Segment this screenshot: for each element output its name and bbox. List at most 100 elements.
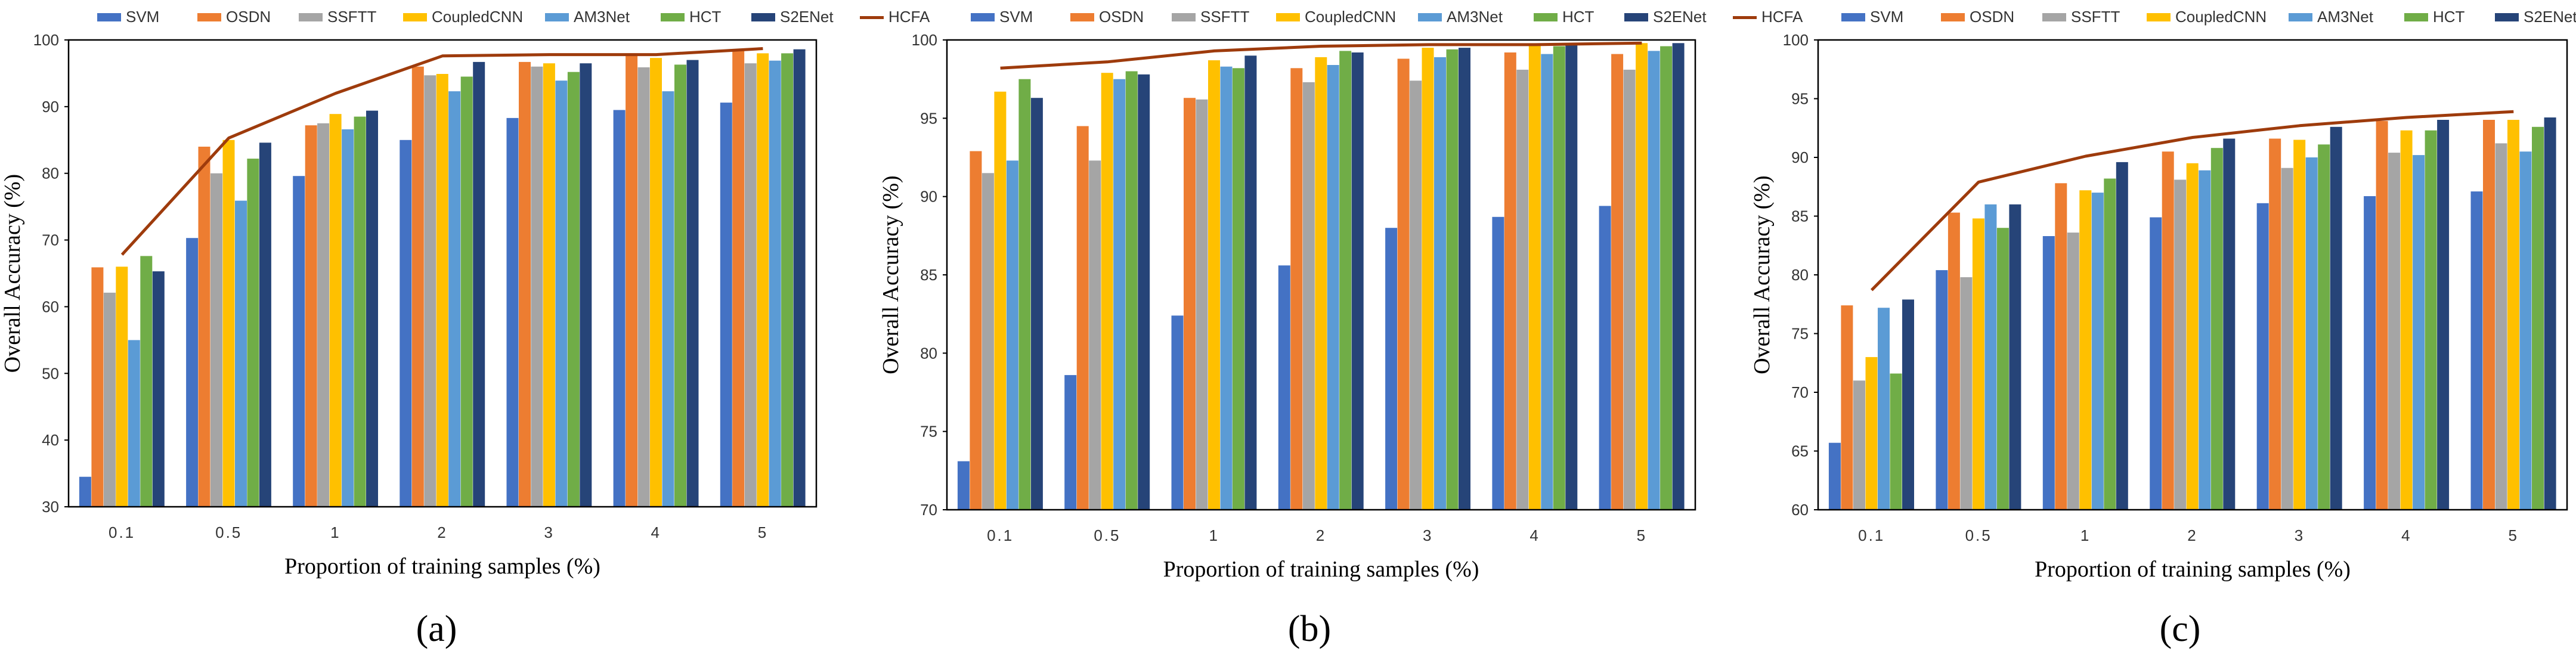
bar-hct-0_5 xyxy=(1996,228,2009,510)
bar-am3net-4 xyxy=(662,91,674,507)
bar-s2enet-2 xyxy=(473,61,485,507)
bar-osdn-4 xyxy=(2376,120,2388,510)
bar-osdn-2 xyxy=(411,66,424,507)
bar-s2enet-2 xyxy=(2223,138,2236,510)
legend-swatch-s2enet xyxy=(1624,13,1648,21)
bar-coupledcnn-5 xyxy=(1636,43,1648,510)
legend-label-hct: HCT xyxy=(689,8,722,26)
legend-swatch-ssftt xyxy=(2042,13,2066,21)
bar-hct-5 xyxy=(2532,126,2544,510)
bar-am3net-1 xyxy=(2091,193,2104,510)
series-line-hcfa xyxy=(1870,110,2514,292)
panel-label: (b) xyxy=(1288,609,1331,649)
bar-ssftt-1 xyxy=(2067,233,2079,510)
bar-s2enet-1 xyxy=(2116,162,2128,510)
x-tick-label: 2 xyxy=(1316,526,1326,544)
legend-label-ssftt: SSFTT xyxy=(1200,8,1249,26)
bar-hct-2 xyxy=(1339,51,1352,510)
bar-coupledcnn-0_5 xyxy=(222,140,235,507)
x-tick-label: 0.1 xyxy=(987,526,1014,544)
bar-coupledcnn-1 xyxy=(1208,60,1220,510)
y-tick-label: 95 xyxy=(1791,90,1809,108)
x-axis: 0.1 0.5 1 2 3 4 5 xyxy=(109,523,766,541)
bar-am3net-5 xyxy=(1648,51,1660,510)
legend-label-ssftt: SSFTT xyxy=(2071,8,2120,26)
bar-svm-0_5 xyxy=(1936,270,1948,510)
y-tick-label: 60 xyxy=(42,298,59,315)
bar-am3net-1 xyxy=(1220,66,1233,510)
legend-label-osdn: OSDN xyxy=(1099,8,1144,26)
bar-ssftt-4 xyxy=(637,67,650,507)
legend-label-ssftt: SSFTT xyxy=(327,8,376,26)
legend-swatch-hcfa xyxy=(1733,16,1757,19)
series-line-hcfa xyxy=(1000,41,1642,70)
bar-coupledcnn-0_1 xyxy=(1865,357,1878,510)
bar-s2enet-0_5 xyxy=(259,142,271,507)
bar-am3net-4 xyxy=(1541,54,1553,510)
bar-s2enet-3 xyxy=(1459,48,1470,510)
y-tick-label: 30 xyxy=(42,498,59,516)
bar-am3net-4 xyxy=(2413,155,2425,510)
bar-svm-3 xyxy=(1385,228,1398,510)
bar-osdn-4 xyxy=(1504,52,1516,510)
bar-s2enet-1 xyxy=(366,110,378,507)
series-line-hcfa xyxy=(120,47,763,256)
x-tick-label: 4 xyxy=(2401,526,2411,544)
bar-svm-0_1 xyxy=(957,461,970,510)
legend-swatch-osdn xyxy=(1070,13,1094,21)
bar-s2enet-5 xyxy=(1672,43,1685,510)
legend-swatch-coupledcnn xyxy=(1276,13,1300,21)
y-tick-label: 100 xyxy=(912,31,937,49)
bar-am3net-5 xyxy=(2519,151,2532,510)
x-tick-label: 1 xyxy=(330,523,340,541)
x-axis-title: Proportion of training samples (%) xyxy=(2035,557,2351,582)
bar-hct-2 xyxy=(2210,148,2223,510)
bar-osdn-2 xyxy=(1290,68,1303,510)
bar-s2enet-1 xyxy=(1244,55,1257,510)
y-tick-label: 50 xyxy=(42,364,59,382)
bar-osdn-5 xyxy=(732,49,745,507)
chart-panel-1: SVM OSDN SSFTT CoupledCNN AM3Net HCT S2ENet HCF… xyxy=(0,8,930,649)
bar-am3net-0_1 xyxy=(1006,160,1018,510)
bar-am3net-2 xyxy=(2199,170,2211,510)
bar-am3net-0_5 xyxy=(1984,204,1997,510)
bar-osdn-2 xyxy=(2162,151,2174,510)
y-axis: 30 40 50 60 70 80 90 100 xyxy=(33,31,69,516)
y-tick-label: 70 xyxy=(920,501,937,519)
bar-osdn-0_1 xyxy=(1841,305,1853,510)
x-tick-label: 2 xyxy=(2187,526,2197,544)
bar-ssftt-1 xyxy=(317,123,330,507)
bar-svm-4 xyxy=(2364,196,2376,510)
bar-osdn-5 xyxy=(2483,120,2495,510)
bar-s2enet-0_1 xyxy=(1030,98,1043,510)
bar-s2enet-0_1 xyxy=(152,271,165,507)
x-axis-title: Proportion of training samples (%) xyxy=(1163,557,1479,582)
bar-svm-2 xyxy=(400,140,412,507)
bar-ssftt-2 xyxy=(2174,179,2187,510)
x-tick-label: 3 xyxy=(1423,526,1433,544)
bar-svm-5 xyxy=(720,103,732,507)
chart-panel-3: SVM OSDN SSFTT CoupledCNN AM3Net HCT S2ENet606… xyxy=(1750,8,2576,649)
bar-hct-1 xyxy=(2104,178,2116,510)
y-axis: 70 75 80 85 90 95 100 xyxy=(912,31,947,519)
legend-swatch-svm xyxy=(97,13,121,21)
bar-hct-0_1 xyxy=(1890,373,1902,510)
bar-osdn-0_1 xyxy=(91,267,104,507)
legend-swatch-s2enet xyxy=(751,13,775,21)
bar-svm-1 xyxy=(2042,236,2055,510)
bar-ssftt-3 xyxy=(531,66,543,507)
x-tick-label: 0.1 xyxy=(1858,526,1885,544)
bar-svm-2 xyxy=(2150,217,2162,510)
y-axis: 60 65 70 75 80 85 90 95 100 xyxy=(1783,31,1818,519)
bar-am3net-3 xyxy=(2305,157,2318,510)
bar-ssftt-5 xyxy=(2495,143,2507,510)
bar-ssftt-2 xyxy=(424,75,436,507)
legend: SVM OSDN SSFTT CoupledCNN AM3Net HCT S2ENet xyxy=(1841,8,2576,26)
legend-swatch-s2enet xyxy=(2495,13,2519,21)
y-tick-label: 100 xyxy=(1783,31,1809,49)
bar-s2enet-0_1 xyxy=(1902,299,1914,510)
bar-hct-5 xyxy=(1660,46,1673,510)
bar-hct-4 xyxy=(2425,130,2437,510)
bar-osdn-5 xyxy=(1611,54,1624,510)
legend-label-hct: HCT xyxy=(1562,8,1594,26)
